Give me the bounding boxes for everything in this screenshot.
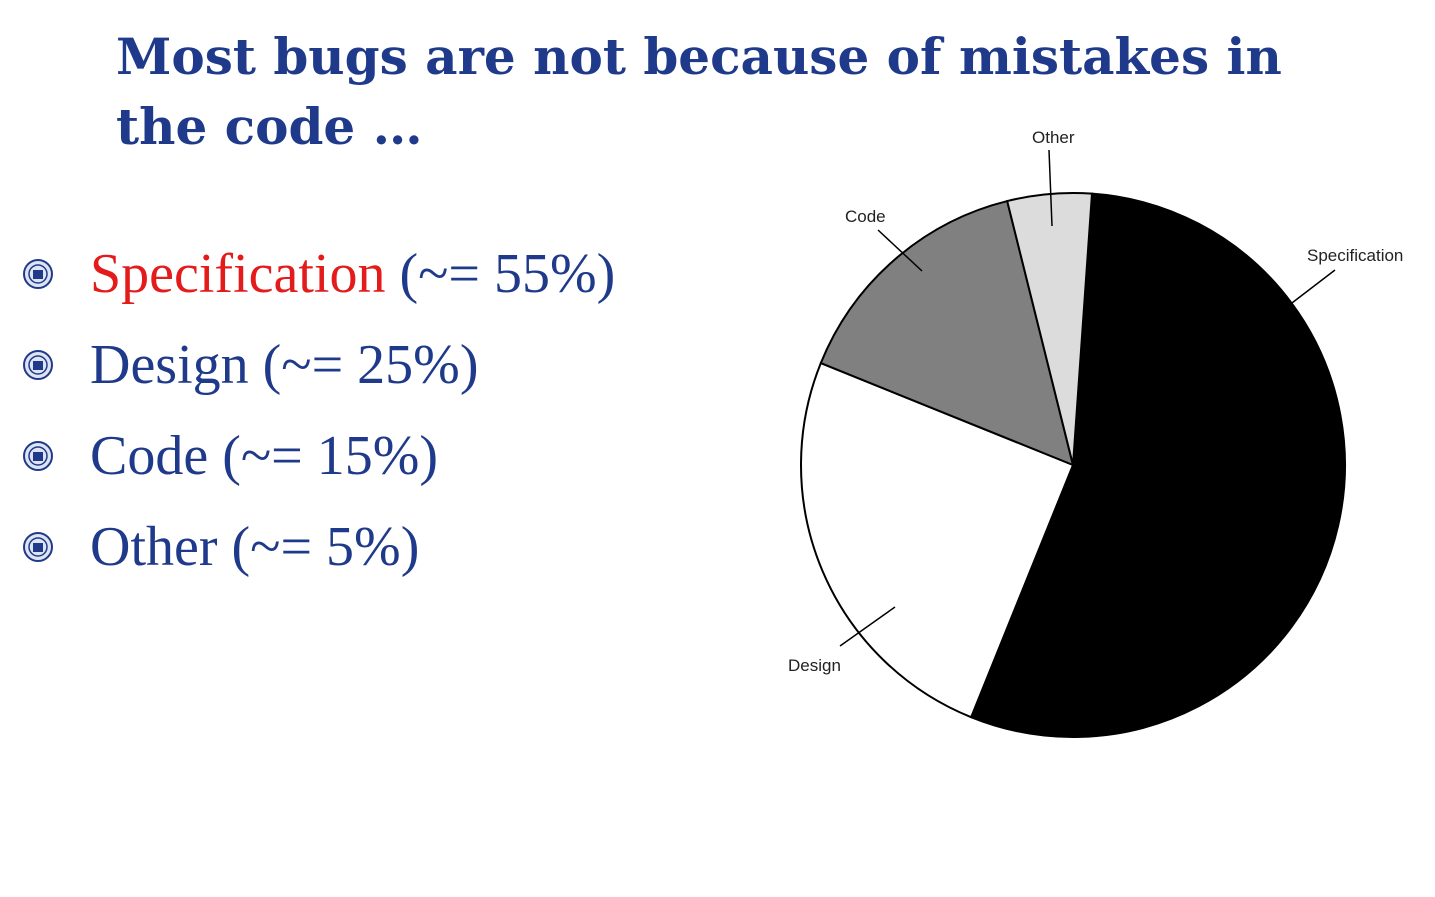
seal-bullet-icon [23, 258, 53, 289]
bullet-text: Design (~= 25%) [90, 333, 478, 397]
seal-bullet-icon [23, 349, 53, 380]
bullet-list: Specification (~= 55%) Design (~= 25%) C… [22, 228, 615, 592]
seal-bullet-icon [23, 531, 53, 562]
bullet-label: Specification [90, 242, 386, 305]
bullet-percentage: (~= 55%) [385, 242, 616, 305]
bullet-text: Code (~= 15%) [90, 424, 438, 488]
bullet-percentage: (~= 5%) [217, 515, 420, 578]
bullet-label: Code [90, 424, 209, 487]
pie-label-code: Code [845, 207, 886, 226]
pie-label-design: Design [788, 656, 841, 675]
slide-title: Most bugs are not because of mistakes in… [116, 27, 1282, 156]
bullet-label: Other [90, 515, 218, 578]
pie-label-specification: Specification [1307, 246, 1403, 265]
bullet-label: Design [90, 333, 249, 396]
bullet-percentage: (~= 25%) [248, 333, 479, 396]
pie-leader-line-code [877, 229, 923, 272]
pie-leader-line-other [1048, 149, 1053, 227]
pie-slice-other [1005, 192, 1094, 466]
pie-slice-specification [969, 192, 1346, 738]
bullet-text: Other (~= 5%) [90, 515, 419, 579]
bullet-item-design: Design (~= 25%) [22, 319, 615, 410]
pie-slice-design [800, 361, 1075, 719]
pie-label-other: Other [1032, 128, 1075, 147]
pie-leader-line-specification [1287, 269, 1336, 307]
pie-chart-svg: Specification Design Code Other [788, 128, 1403, 738]
bullet-item-other: Other (~= 5%) [22, 501, 615, 592]
pie-slice-code [819, 199, 1075, 467]
bullet-percentage: (~= 15%) [208, 424, 439, 487]
seal-bullet-icon [23, 440, 53, 471]
pie-leader-line-design [839, 606, 896, 647]
bullet-item-specification: Specification (~= 55%) [22, 228, 615, 319]
pie-chart: Specification Design Code Other [760, 110, 1435, 770]
bullet-item-code: Code (~= 15%) [22, 410, 615, 501]
bullet-text: Specification (~= 55%) [90, 242, 615, 306]
